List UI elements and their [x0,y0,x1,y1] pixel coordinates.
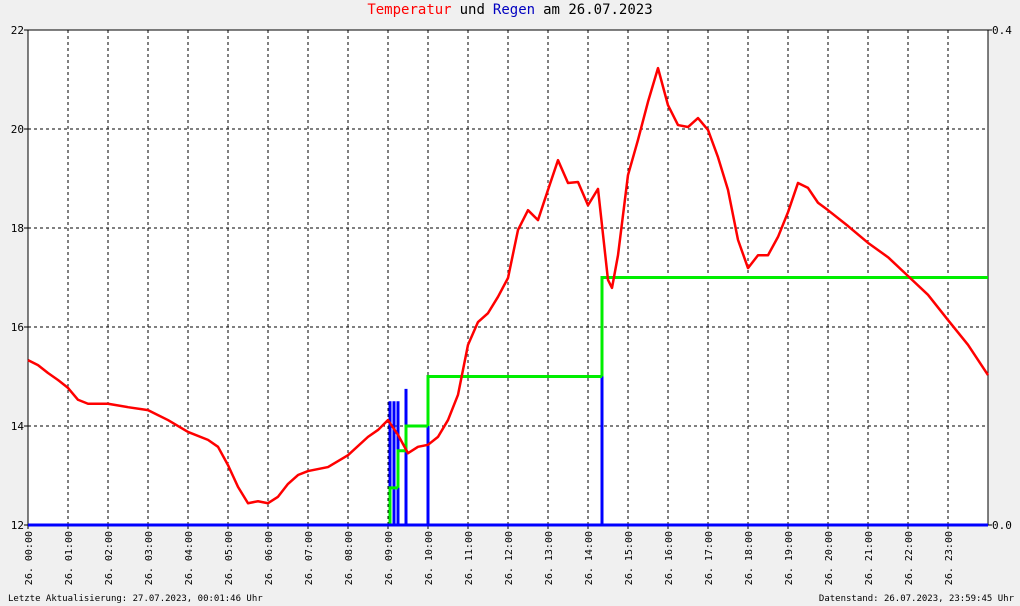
x-tick-label: 26. 05:00 [224,531,235,585]
rain-bar [426,401,430,525]
x-tick-label: 26. 07:00 [304,531,315,585]
y-tick-label: 16 [11,321,24,334]
x-tick-label: 26. 16:00 [664,531,675,585]
rain-sum-step [404,424,428,451]
footer-right: Datenstand: 26.07.2023, 23:59:45 Uhr [819,594,1015,604]
x-tick-label: 26. 03:00 [144,531,155,585]
x-tick-label: 26. 23:00 [944,531,955,585]
x-tick-label: 26. 14:00 [584,531,595,585]
x-tick-label: 26. 20:00 [824,531,835,585]
x-tick-label: 26. 00:00 [24,531,35,585]
x-tick-label: 26. 13:00 [544,531,555,585]
title-part: Temperatur [367,2,451,18]
x-tick-label: 26. 08:00 [344,531,355,585]
y2-tick-label: 0.4 [992,24,1012,37]
x-tick-label: 26. 02:00 [104,531,115,585]
x-tick-label: 26. 21:00 [864,531,875,585]
rain-sum-step [426,375,602,426]
rain-bar [600,302,604,525]
x-tick-label: 26. 06:00 [264,531,275,585]
footer-left: Letzte Aktualisierung: 27.07.2023, 00:01… [8,594,263,604]
x-tick-label: 26. 15:00 [624,531,635,585]
x-tick-label: 26. 22:00 [904,531,915,585]
y-tick-label: 14 [11,420,25,433]
x-tick-label: 26. 12:00 [504,531,515,585]
x-tick-label: 26. 10:00 [424,531,435,585]
chart-title: Temperatur und Regen am 26.07.2023 [367,2,652,18]
y-tick-label: 12 [11,519,24,532]
y-tick-label: 18 [11,222,24,235]
y2-tick-label: 0.0 [992,519,1012,532]
x-tick-label: 26. 04:00 [184,531,195,585]
x-tick-label: 26. 19:00 [784,531,795,585]
y-tick-label: 22 [11,24,24,37]
rain-sum-step [396,449,406,488]
rain-bar [404,388,408,525]
temperature-line [27,66,990,505]
title-part: Regen [493,2,535,18]
rain-sum-step [388,486,398,525]
rain-bar [392,401,396,525]
title-part: und [460,2,485,18]
x-tick-label: 26. 18:00 [744,531,755,585]
x-tick-label: 26. 01:00 [64,531,75,585]
rain-bar [388,401,392,525]
y-tick-label: 20 [11,123,24,136]
title-part: am 26.07.2023 [543,2,653,18]
rain-sum-step [600,276,988,377]
x-tick-label: 26. 09:00 [384,531,395,585]
x-tick-label: 26. 17:00 [704,531,715,585]
x-tick-label: 26. 11:00 [464,531,475,585]
